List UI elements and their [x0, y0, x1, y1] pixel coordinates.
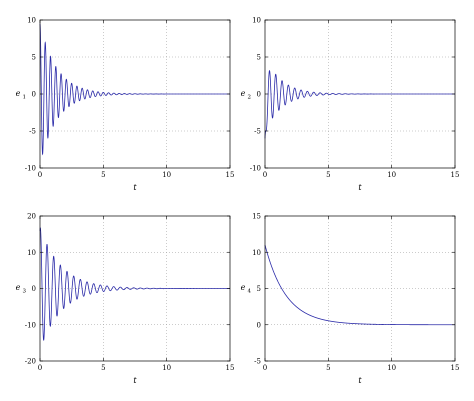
x-tick-label: 0	[263, 171, 267, 179]
plot-frame	[264, 215, 456, 362]
y-tick-label: -5	[254, 358, 261, 366]
y-tick-label: -10	[25, 321, 36, 329]
y-tick-label: -10	[25, 165, 36, 173]
y-tick-label: 0	[32, 91, 36, 99]
x-tick-label: 0	[38, 364, 42, 372]
x-tick-label: 0	[263, 364, 267, 372]
y-tick-label: -5	[29, 128, 36, 136]
panel-3: 0 5 10 15 -20 -10 0 10 20 t e 3	[16, 213, 235, 386]
y-tick-label: 5	[32, 54, 36, 62]
y-axis-label: e	[241, 283, 246, 292]
series-line	[264, 244, 455, 326]
y-tick-label: 20	[27, 213, 36, 221]
y-axis-label-subscript: 1	[23, 95, 27, 101]
y-tick-label: 10	[27, 249, 36, 257]
y-tick-label: -5	[254, 128, 261, 136]
y-axis-label: e	[241, 89, 246, 98]
y-tick-label: 15	[252, 213, 261, 221]
y-axis-label-subscript: 2	[248, 95, 252, 101]
y-axis-label: e	[16, 89, 21, 98]
y-tick-label: 0	[257, 321, 261, 329]
y-tick-label: 10	[252, 249, 261, 257]
y-tick-label: 5	[257, 54, 261, 62]
y-tick-label: 10	[27, 17, 36, 25]
x-tick-label: 10	[387, 364, 396, 372]
x-tick-label: 10	[387, 171, 396, 179]
y-tick-label: 0	[32, 285, 36, 293]
y-tick-label: -10	[250, 165, 261, 173]
y-axis-label-subscript: 4	[248, 289, 252, 295]
y-axis-label: e	[16, 283, 21, 292]
x-tick-label: 5	[101, 171, 105, 179]
x-axis-label: t	[358, 183, 362, 192]
y-tick-label: 5	[257, 285, 261, 293]
x-tick-label: 5	[326, 364, 330, 372]
series-line	[264, 70, 455, 139]
panel-1: 0 5 10 15 -10 -5 0 5 10 t e 1	[16, 17, 235, 193]
x-axis-label: t	[133, 376, 137, 385]
x-tick-label: 5	[101, 364, 105, 372]
x-axis-label: t	[358, 376, 362, 385]
x-tick-label: 5	[326, 171, 330, 179]
x-tick-label: 10	[162, 171, 171, 179]
y-tick-label: 10	[252, 17, 261, 25]
panel-2: 0 5 10 15 -10 -5 0 5 10 t e 2	[241, 17, 460, 193]
x-tick-label: 15	[226, 171, 235, 179]
y-tick-label: 0	[257, 91, 261, 99]
x-tick-label: 15	[451, 364, 460, 372]
series-line	[39, 23, 230, 156]
x-tick-label: 15	[226, 364, 235, 372]
y-tick-label: -20	[25, 358, 36, 366]
x-axis-label: t	[133, 183, 137, 192]
x-tick-label: 0	[38, 171, 42, 179]
x-tick-label: 10	[162, 364, 171, 372]
series-line	[39, 227, 230, 341]
x-tick-label: 15	[451, 171, 460, 179]
y-axis-label-subscript: 3	[23, 289, 27, 295]
